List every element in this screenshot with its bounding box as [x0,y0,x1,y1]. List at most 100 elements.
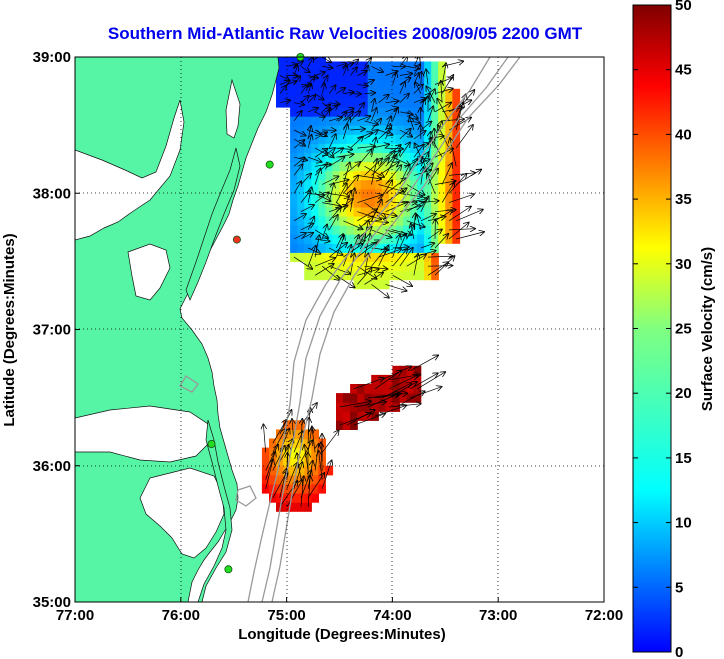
delmarva-peninsula [185,147,241,301]
grid-lines [75,57,604,602]
velocity-cell [290,206,298,217]
velocity-arrow [417,372,445,390]
velocity-cell [311,493,319,503]
velocity-cell [431,170,439,181]
velocity-cell [304,116,312,126]
velocity-cell [374,79,383,90]
velocity-arrow [441,163,452,185]
velocity-arrow [367,394,398,408]
velocity-arrow [371,200,382,221]
velocity-arrow [339,401,371,408]
velocity-cell [381,134,390,144]
velocity-cell [311,97,319,108]
velocity-arrow [328,134,336,149]
velocity-arrow [364,202,386,219]
velocity-cell [413,393,422,403]
velocity-arrow [314,93,324,100]
velocity-arrow [385,188,407,203]
velocity-arrow [357,116,370,122]
velocity-cell [431,61,439,72]
velocity-cell [360,270,369,281]
velocity-cell [417,88,425,99]
colorbar-tick-label: 20 [675,385,692,402]
velocity-arrow [342,124,347,140]
velocity-arrow [328,215,338,231]
velocity-arrow [392,235,400,258]
velocity-arrow [353,414,385,426]
velocity-cell [276,61,284,72]
velocity-arrow [381,383,411,399]
velocity-cell [346,134,355,144]
velocity-arrow [426,70,428,85]
velocity-cell [452,134,461,144]
velocity-cell [353,179,362,190]
velocity-arrow [343,92,353,94]
velocity-arrow [374,371,401,390]
velocity-arrow [427,106,433,122]
velocity-cell [410,270,418,281]
velocity-cell [318,216,326,226]
velocity-arrow [336,275,354,287]
velocity-cell [297,143,305,153]
velocity-arrow [300,174,311,185]
velocity-arrow [336,148,352,149]
velocity-arrow [372,99,375,112]
velocity-arrow [455,102,463,131]
velocity-cell [332,243,341,253]
velocity-cell [311,61,319,72]
velocity-cell [381,234,390,244]
velocity-arrow [342,191,351,212]
velocity-arrow [357,146,375,148]
velocity-arrow [329,157,344,167]
velocity-cell [343,411,351,421]
velocity-arrow [434,256,455,276]
velocity-cell [290,502,298,512]
velocity-cell [452,88,461,99]
radar-site-marker-inactive [232,235,241,244]
velocity-cell [403,252,411,262]
velocity-cell [371,384,379,394]
velocity-arrow [308,84,311,94]
velocity-cell [367,107,376,117]
velocity-arrow [353,378,384,390]
velocity-cell [381,252,390,262]
velocity-arrow [456,210,483,222]
velocity-arrow [413,57,420,67]
velocity-cell [381,61,390,72]
velocity-cell [438,79,446,90]
y-tick-label: 38:00 [33,185,71,202]
velocity-arrow [413,145,424,158]
velocity-arrow [378,129,393,135]
outer-banks [197,419,233,602]
velocity-arrow [300,96,309,103]
velocity-cell [445,97,453,108]
velocity-cell [438,206,446,217]
velocity-cell [290,216,298,226]
velocity-arrow [448,223,469,240]
velocity-arrow [364,58,372,67]
velocity-cell [318,57,326,63]
velocity-arrow [300,191,310,203]
velocity-arrow [399,129,411,140]
velocity-cell [357,402,365,412]
velocity-cell [381,161,390,172]
velocity-arrow [342,118,350,131]
velocity-cell [374,88,383,99]
velocity-arrow [350,129,364,130]
velocity-arrow [392,108,398,122]
velocity-cell [283,97,291,108]
velocity-arrow [336,88,345,94]
velocity-arrow [293,233,306,240]
velocity-arrow [336,199,353,212]
velocity-arrow [441,63,446,85]
velocity-cell [385,374,393,385]
velocity-cell [381,270,390,281]
velocity-cell [424,107,432,117]
velocity-cell [276,88,284,99]
velocity-arrow [335,234,343,249]
velocity-cell [388,134,397,144]
velocity-cell [346,234,355,244]
velocity-cell [395,125,404,135]
velocity-cell [350,411,358,421]
velocity-arrow [321,110,329,122]
